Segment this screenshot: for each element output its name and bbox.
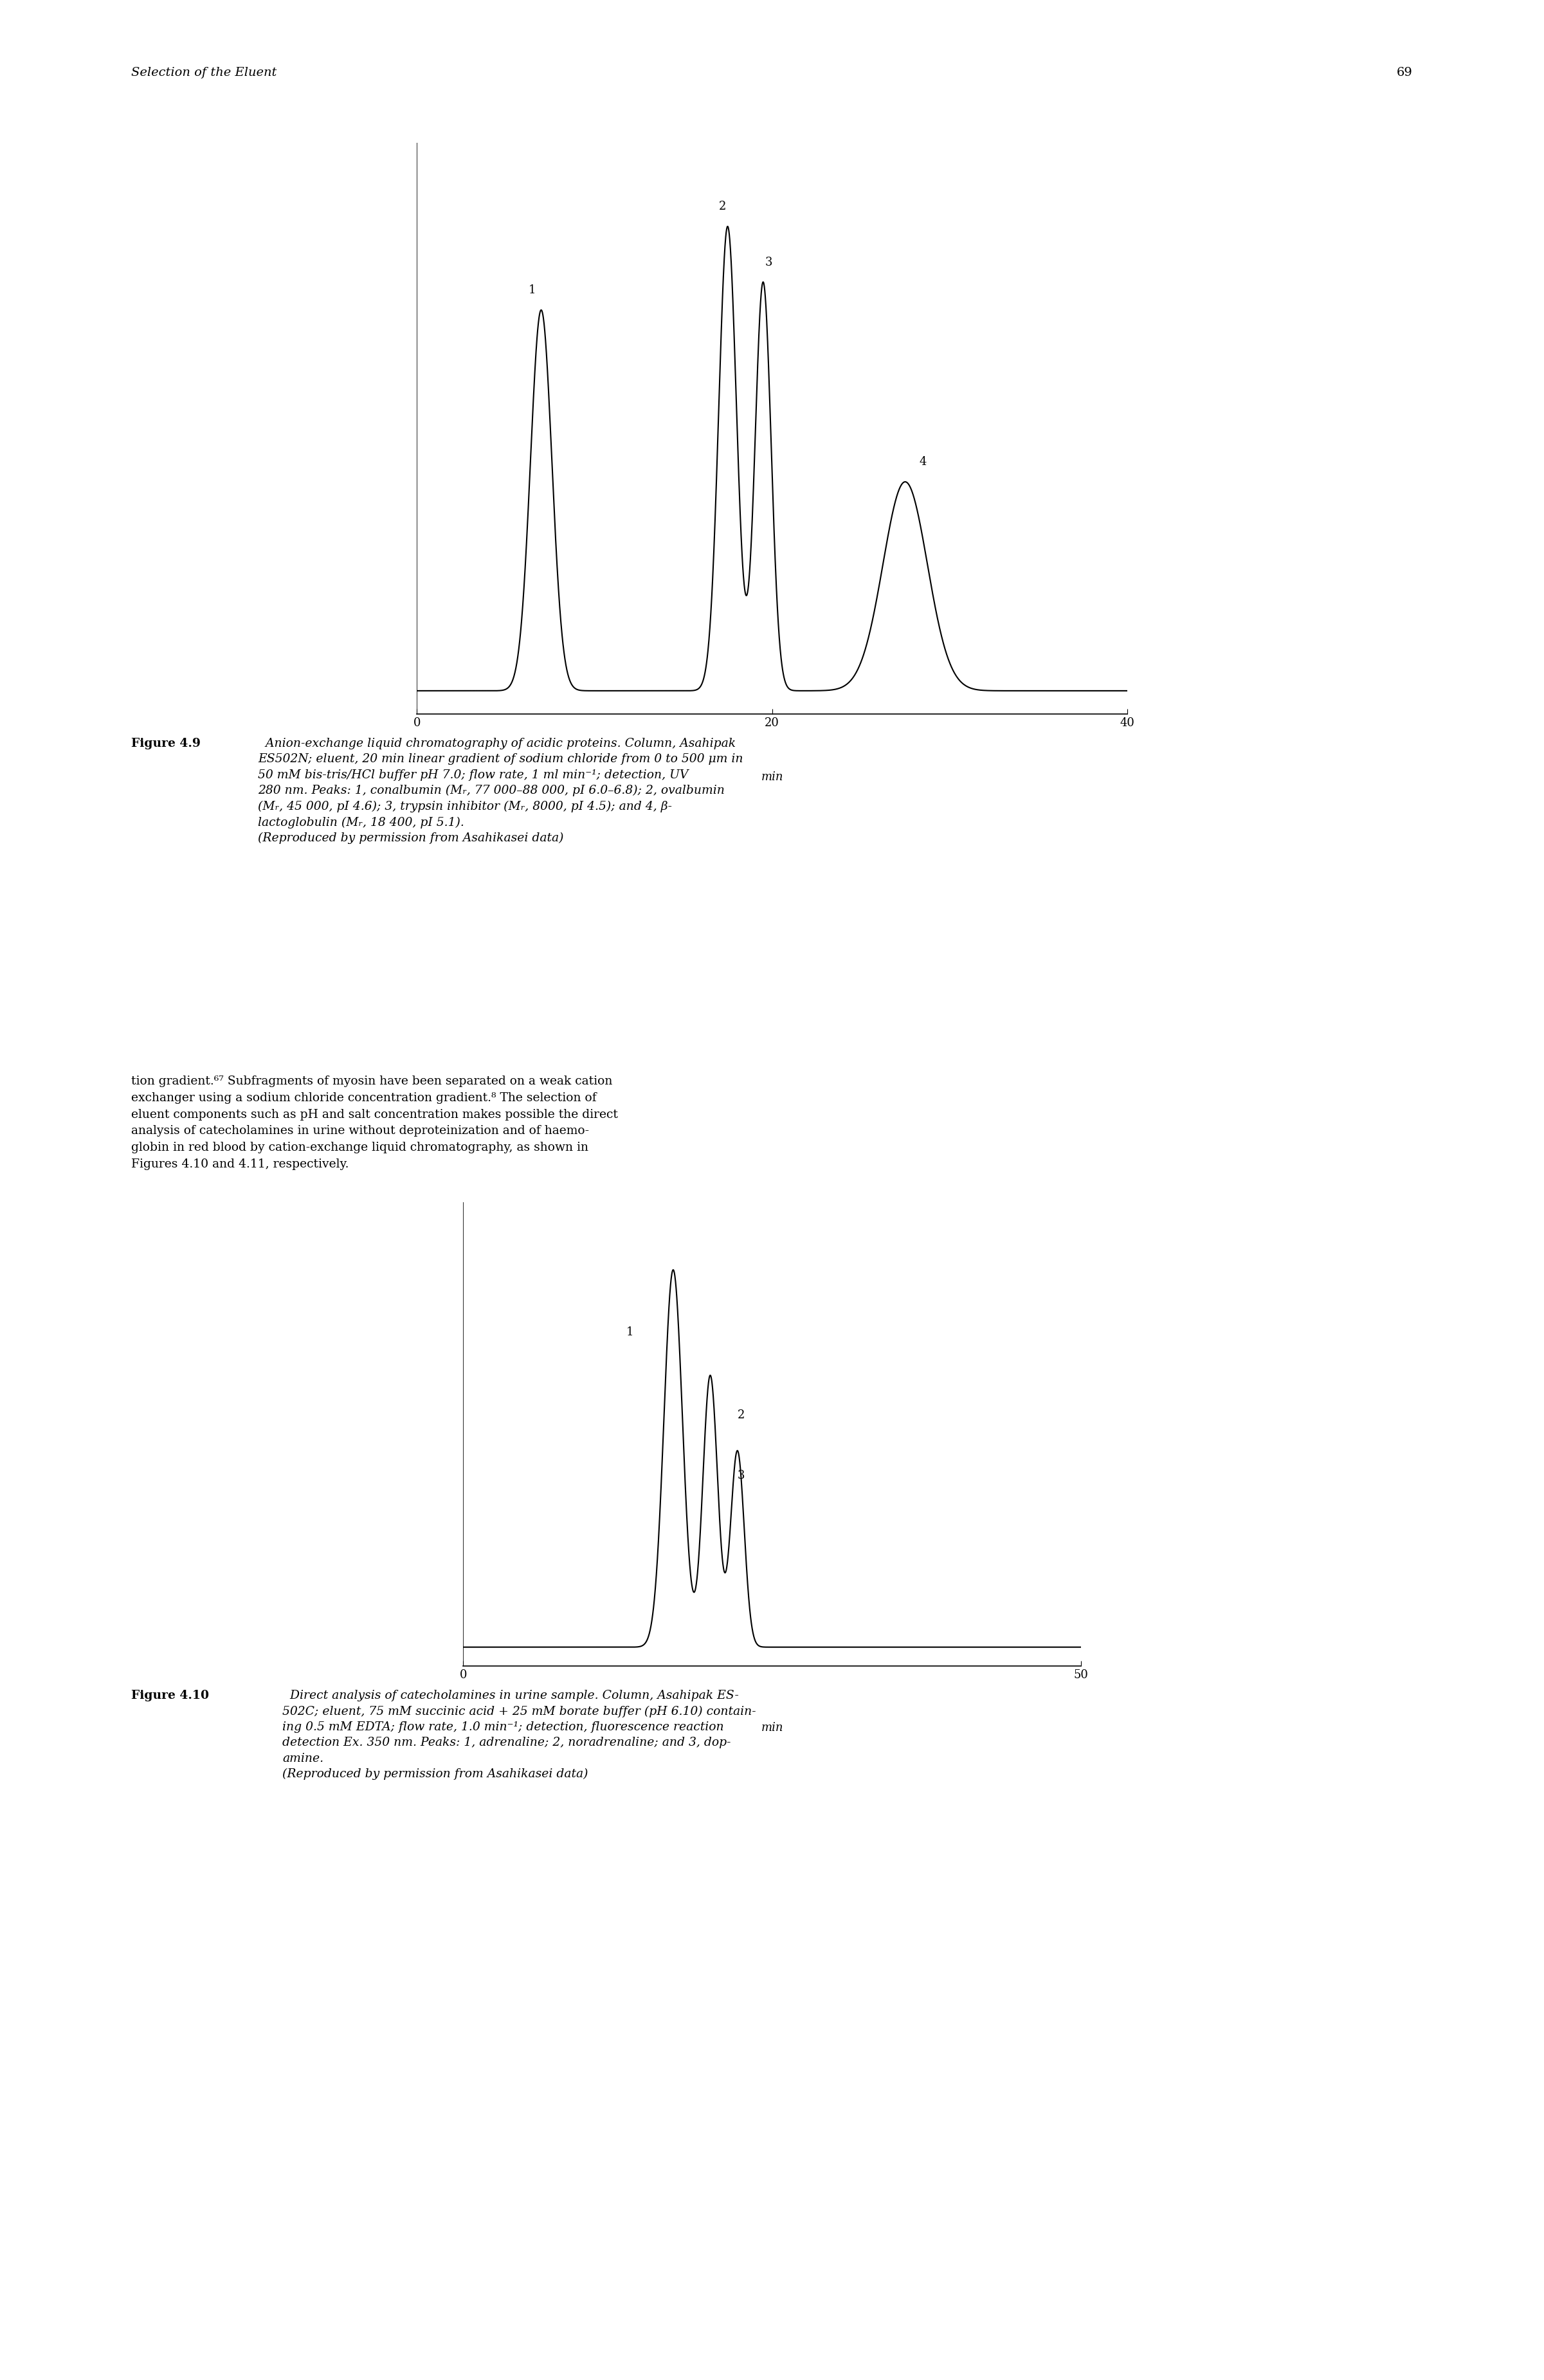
Text: min: min [761,771,783,783]
Text: Selection of the Eluent: Selection of the Eluent [131,67,276,79]
Text: 1: 1 [528,286,536,295]
Text: Direct analysis of catecholamines in urine sample. Column, Asahipak ES-
502C; el: Direct analysis of catecholamines in uri… [283,1690,757,1780]
Text: 1: 1 [627,1326,633,1338]
Text: Figure 4.9: Figure 4.9 [131,738,201,750]
Text: 3: 3 [764,257,772,269]
Text: tion gradient.⁶⁷ Subfragments of myosin have been separated on a weak cation
exc: tion gradient.⁶⁷ Subfragments of myosin … [131,1076,618,1171]
Text: Figure 4.10: Figure 4.10 [131,1690,208,1702]
Text: 69: 69 [1397,67,1413,79]
Text: 4: 4 [919,457,926,469]
Text: 2: 2 [738,1409,744,1421]
Text: 3: 3 [738,1468,744,1480]
Text: Anion-exchange liquid chromatography of acidic proteins. Column, Asahipak
ES502N: Anion-exchange liquid chromatography of … [258,738,743,845]
Text: min: min [761,1721,783,1733]
Text: 2: 2 [718,200,726,212]
